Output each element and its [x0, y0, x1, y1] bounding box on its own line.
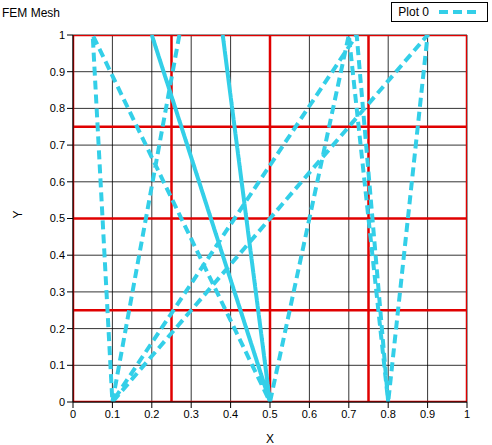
- svg-text:0: 0: [70, 408, 76, 420]
- svg-text:0.7: 0.7: [50, 139, 65, 151]
- svg-text:0.8: 0.8: [381, 408, 396, 420]
- svg-text:0: 0: [59, 396, 65, 408]
- svg-text:0.6: 0.6: [50, 176, 65, 188]
- svg-text:1: 1: [464, 408, 470, 420]
- svg-text:0.5: 0.5: [50, 212, 65, 224]
- svg-text:0.8: 0.8: [50, 102, 65, 114]
- svg-text:1: 1: [59, 29, 65, 41]
- svg-text:0.7: 0.7: [341, 408, 356, 420]
- svg-text:0.2: 0.2: [144, 408, 159, 420]
- svg-text:0.9: 0.9: [50, 66, 65, 78]
- svg-text:0.6: 0.6: [302, 408, 317, 420]
- svg-text:0.9: 0.9: [420, 408, 435, 420]
- svg-text:Y: Y: [11, 210, 25, 218]
- svg-text:0.3: 0.3: [184, 408, 199, 420]
- html-text:Plot 0: Plot 0: [398, 5, 429, 19]
- svg-text:X: X: [266, 432, 274, 445]
- html-text:FEM Mesh: FEM Mesh: [2, 6, 60, 20]
- svg-text:0.2: 0.2: [50, 323, 65, 335]
- svg-text:0.1: 0.1: [50, 359, 65, 371]
- svg-text:0.4: 0.4: [223, 408, 238, 420]
- svg-text:0.1: 0.1: [105, 408, 120, 420]
- svg-text:0.5: 0.5: [262, 408, 277, 420]
- svg-text:0.3: 0.3: [50, 286, 65, 298]
- svg-text:0.4: 0.4: [50, 249, 65, 261]
